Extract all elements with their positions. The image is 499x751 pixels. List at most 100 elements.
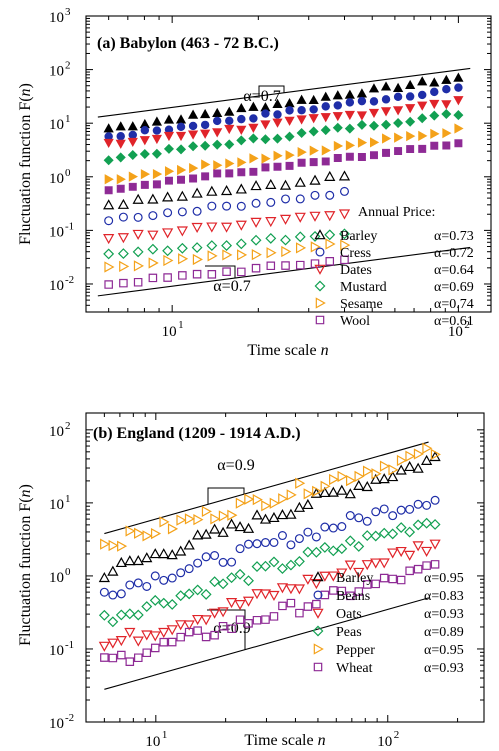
data-point: [207, 250, 218, 262]
data-point: [141, 601, 153, 612]
data-point: [222, 249, 233, 261]
legend-alpha: α=0.61: [434, 314, 474, 329]
data-point: [151, 116, 163, 126]
data-point: [183, 539, 195, 550]
data-point: [286, 598, 296, 608]
data-point: [344, 123, 355, 134]
data-point: [404, 526, 416, 538]
data-point: [235, 615, 245, 625]
data-point: [336, 543, 348, 555]
series-wool-filled: [104, 139, 463, 195]
data-point: [387, 471, 399, 482]
data-point: [133, 260, 144, 272]
series-sesame-filled: [104, 123, 464, 185]
data-point: [251, 561, 263, 573]
slope-bracket: [207, 487, 245, 505]
data-point: [261, 163, 270, 172]
data-point: [324, 170, 336, 181]
legend-marker: [314, 264, 326, 275]
legend-label: Mustard: [340, 280, 387, 295]
data-point: [422, 500, 432, 510]
series-barley-open: [103, 170, 351, 210]
data-point: [235, 220, 247, 231]
data-point: [430, 448, 441, 461]
data-point: [370, 558, 382, 569]
y-tick-label: 10: [49, 64, 64, 80]
data-point: [279, 214, 292, 225]
data-point: [295, 608, 304, 618]
legend-alpha: α=0.74: [434, 297, 474, 312]
data-point: [132, 609, 144, 621]
data-point: [200, 140, 211, 151]
data-point: [329, 586, 338, 595]
legend-alpha: α=0.93: [424, 661, 464, 676]
data-point: [251, 589, 263, 600]
data-point: [396, 505, 406, 515]
data-point: [418, 144, 427, 153]
data-point: [234, 600, 246, 611]
data-point: [187, 109, 199, 119]
data-point: [361, 560, 373, 571]
data-point: [152, 126, 162, 135]
data-point: [260, 134, 271, 145]
data-point: [108, 590, 118, 600]
data-point: [382, 148, 391, 157]
data-point: [183, 620, 195, 631]
data-point: [268, 556, 280, 568]
data-point: [393, 118, 404, 129]
legend-marker: [312, 571, 324, 582]
data-point: [309, 211, 321, 222]
data-point: [345, 98, 355, 107]
data-point: [218, 510, 229, 522]
data-point: [429, 99, 440, 110]
data-point: [295, 194, 305, 204]
data-point: [259, 589, 272, 600]
data-point: [235, 238, 247, 250]
legend-label: Sesame: [340, 297, 383, 312]
data-point: [404, 550, 416, 561]
data-point: [118, 212, 128, 222]
x-axis-label: Time scale n: [247, 342, 328, 359]
data-point: [356, 88, 368, 98]
data-point: [293, 555, 305, 567]
data-point: [280, 234, 291, 246]
data-point: [98, 641, 110, 652]
data-point: [293, 584, 306, 595]
data-point: [175, 131, 187, 142]
data-point: [235, 497, 246, 509]
data-point: [236, 102, 247, 113]
data-point: [235, 544, 245, 554]
data-point: [297, 106, 306, 115]
data-point: [176, 242, 188, 254]
y-tick-exponent: 0: [65, 167, 71, 179]
data-point: [354, 513, 364, 523]
data-point: [176, 514, 187, 526]
data-point: [207, 270, 217, 279]
data-point: [201, 505, 212, 518]
data-point: [353, 567, 365, 578]
y-tick-label: 10: [49, 10, 64, 26]
data-point: [176, 190, 188, 201]
data-point: [293, 501, 306, 512]
data-point: [209, 576, 221, 588]
x-tick-label: 10: [162, 324, 177, 340]
data-point: [115, 121, 126, 131]
data-point: [327, 571, 339, 582]
data-point: [115, 636, 127, 647]
data-point: [441, 100, 452, 110]
y-tick-exponent: 1: [65, 493, 71, 505]
data-point: [208, 608, 221, 619]
data-point: [163, 131, 175, 142]
data-point: [224, 106, 235, 116]
data-point: [370, 473, 382, 484]
data-point: [213, 169, 222, 178]
data-point: [139, 149, 150, 160]
data-point: [124, 555, 136, 566]
data-point: [119, 260, 130, 273]
data-point: [395, 522, 407, 534]
data-point: [237, 114, 246, 124]
data-point: [200, 108, 211, 119]
y-tick-label: 10: [49, 117, 64, 133]
data-point: [357, 137, 368, 148]
data-point: [220, 222, 233, 233]
